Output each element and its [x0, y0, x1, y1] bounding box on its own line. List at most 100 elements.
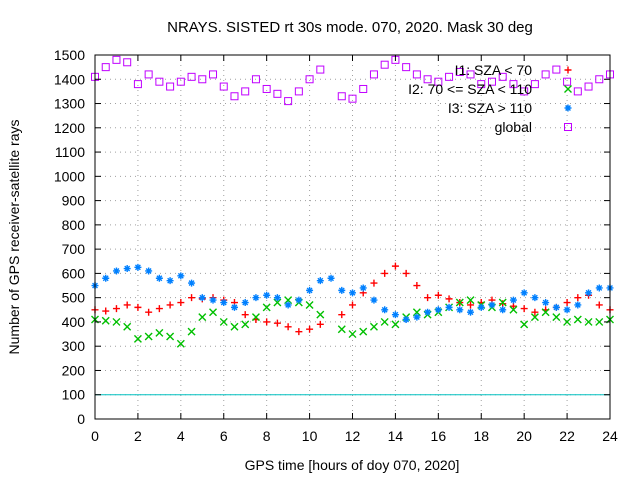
data-point	[509, 305, 518, 314]
data-point	[327, 274, 335, 282]
axis-ticks: 0 2 4 6 8 10 12 14 16 18 20 22 240100200300400500600…	[54, 47, 618, 444]
data-point	[380, 317, 389, 326]
data-point	[188, 279, 196, 287]
data-point	[563, 299, 571, 307]
data-point	[241, 299, 249, 307]
x-tick-label: 10	[302, 428, 318, 444]
y-tick-label: 600	[62, 265, 86, 281]
data-point	[295, 296, 303, 304]
data-point	[531, 308, 539, 316]
data-point	[273, 294, 281, 302]
legend: I1: SZA < 70 I2: 70 <= SZA < 110 I3: SZA >…	[408, 62, 572, 135]
y-tick-label: 1400	[54, 71, 85, 87]
data-point	[520, 289, 528, 297]
data-point	[359, 284, 367, 292]
x-tick-label: 12	[345, 428, 361, 444]
data-point	[294, 87, 303, 96]
data-point	[574, 294, 582, 302]
data-point	[305, 75, 314, 84]
data-point	[595, 317, 604, 326]
data-point	[584, 82, 593, 91]
data-point	[284, 301, 292, 309]
data-point	[349, 289, 356, 297]
data-point	[509, 296, 517, 304]
data-point	[337, 92, 346, 101]
data-point	[198, 294, 206, 302]
data-point	[155, 305, 163, 313]
data-point	[359, 84, 368, 93]
data-point	[573, 87, 582, 96]
data-point	[145, 308, 153, 316]
data-point	[134, 303, 142, 311]
data-point	[370, 279, 378, 287]
data-point	[284, 323, 292, 331]
data-point	[477, 303, 485, 311]
x-tick-label: 20	[516, 428, 532, 444]
data-point	[552, 303, 560, 311]
data-point	[466, 296, 475, 305]
data-point	[359, 327, 368, 336]
data-point	[391, 262, 399, 270]
y-tick-label: 1300	[54, 96, 85, 112]
data-point	[445, 72, 454, 81]
legend-label: I3: SZA > 110	[448, 100, 532, 116]
data-point	[349, 301, 356, 309]
data-point	[574, 301, 582, 309]
y-tick-label: 0	[77, 411, 85, 427]
data-point	[348, 94, 357, 103]
x-tick-label: 8	[263, 428, 271, 444]
data-point	[102, 274, 110, 282]
data-point	[488, 301, 496, 309]
x-tick-label: 22	[559, 428, 575, 444]
x-tick-label: 14	[388, 428, 404, 444]
data-point	[176, 77, 185, 86]
data-point	[209, 296, 217, 304]
data-point	[552, 313, 561, 322]
y-tick-label: 1500	[54, 47, 85, 63]
data-point	[112, 267, 120, 275]
plot-data	[91, 55, 614, 348]
data-point	[144, 70, 153, 79]
data-point	[369, 322, 378, 331]
data-point	[155, 77, 164, 86]
data-point	[102, 307, 110, 315]
data-point	[552, 65, 561, 74]
data-point	[381, 306, 389, 314]
data-point	[563, 317, 572, 326]
data-point	[123, 301, 131, 309]
data-point	[155, 274, 163, 282]
x-tick-label: 2	[134, 428, 142, 444]
data-point	[413, 282, 421, 290]
data-point	[241, 87, 250, 96]
data-point	[585, 289, 593, 297]
data-point	[563, 306, 571, 314]
data-point	[499, 300, 507, 308]
data-point	[166, 332, 175, 341]
x-axis-label: GPS time [hours of doy 070, 2020]	[245, 457, 460, 473]
data-point	[123, 265, 131, 273]
data-point	[445, 295, 453, 303]
data-point	[434, 306, 442, 314]
data-point	[370, 296, 378, 304]
data-point	[530, 80, 539, 89]
data-point	[434, 77, 443, 86]
data-point	[520, 87, 529, 96]
data-point	[595, 301, 603, 309]
data-point	[369, 70, 378, 79]
data-point	[412, 70, 421, 79]
data-point	[198, 313, 207, 322]
data-point	[176, 339, 185, 348]
data-point	[112, 305, 120, 313]
data-point	[542, 299, 550, 307]
data-point	[424, 308, 432, 316]
data-point	[306, 286, 314, 294]
data-point	[166, 301, 174, 309]
data-point	[466, 70, 475, 79]
data-point	[284, 97, 293, 106]
data-point	[584, 317, 593, 326]
legend-marker	[564, 66, 572, 74]
legend-label: global	[495, 119, 532, 135]
data-point	[133, 80, 142, 89]
y-axis-label: Number of GPS receiver-satellite rays	[6, 120, 22, 355]
data-point	[166, 277, 174, 285]
